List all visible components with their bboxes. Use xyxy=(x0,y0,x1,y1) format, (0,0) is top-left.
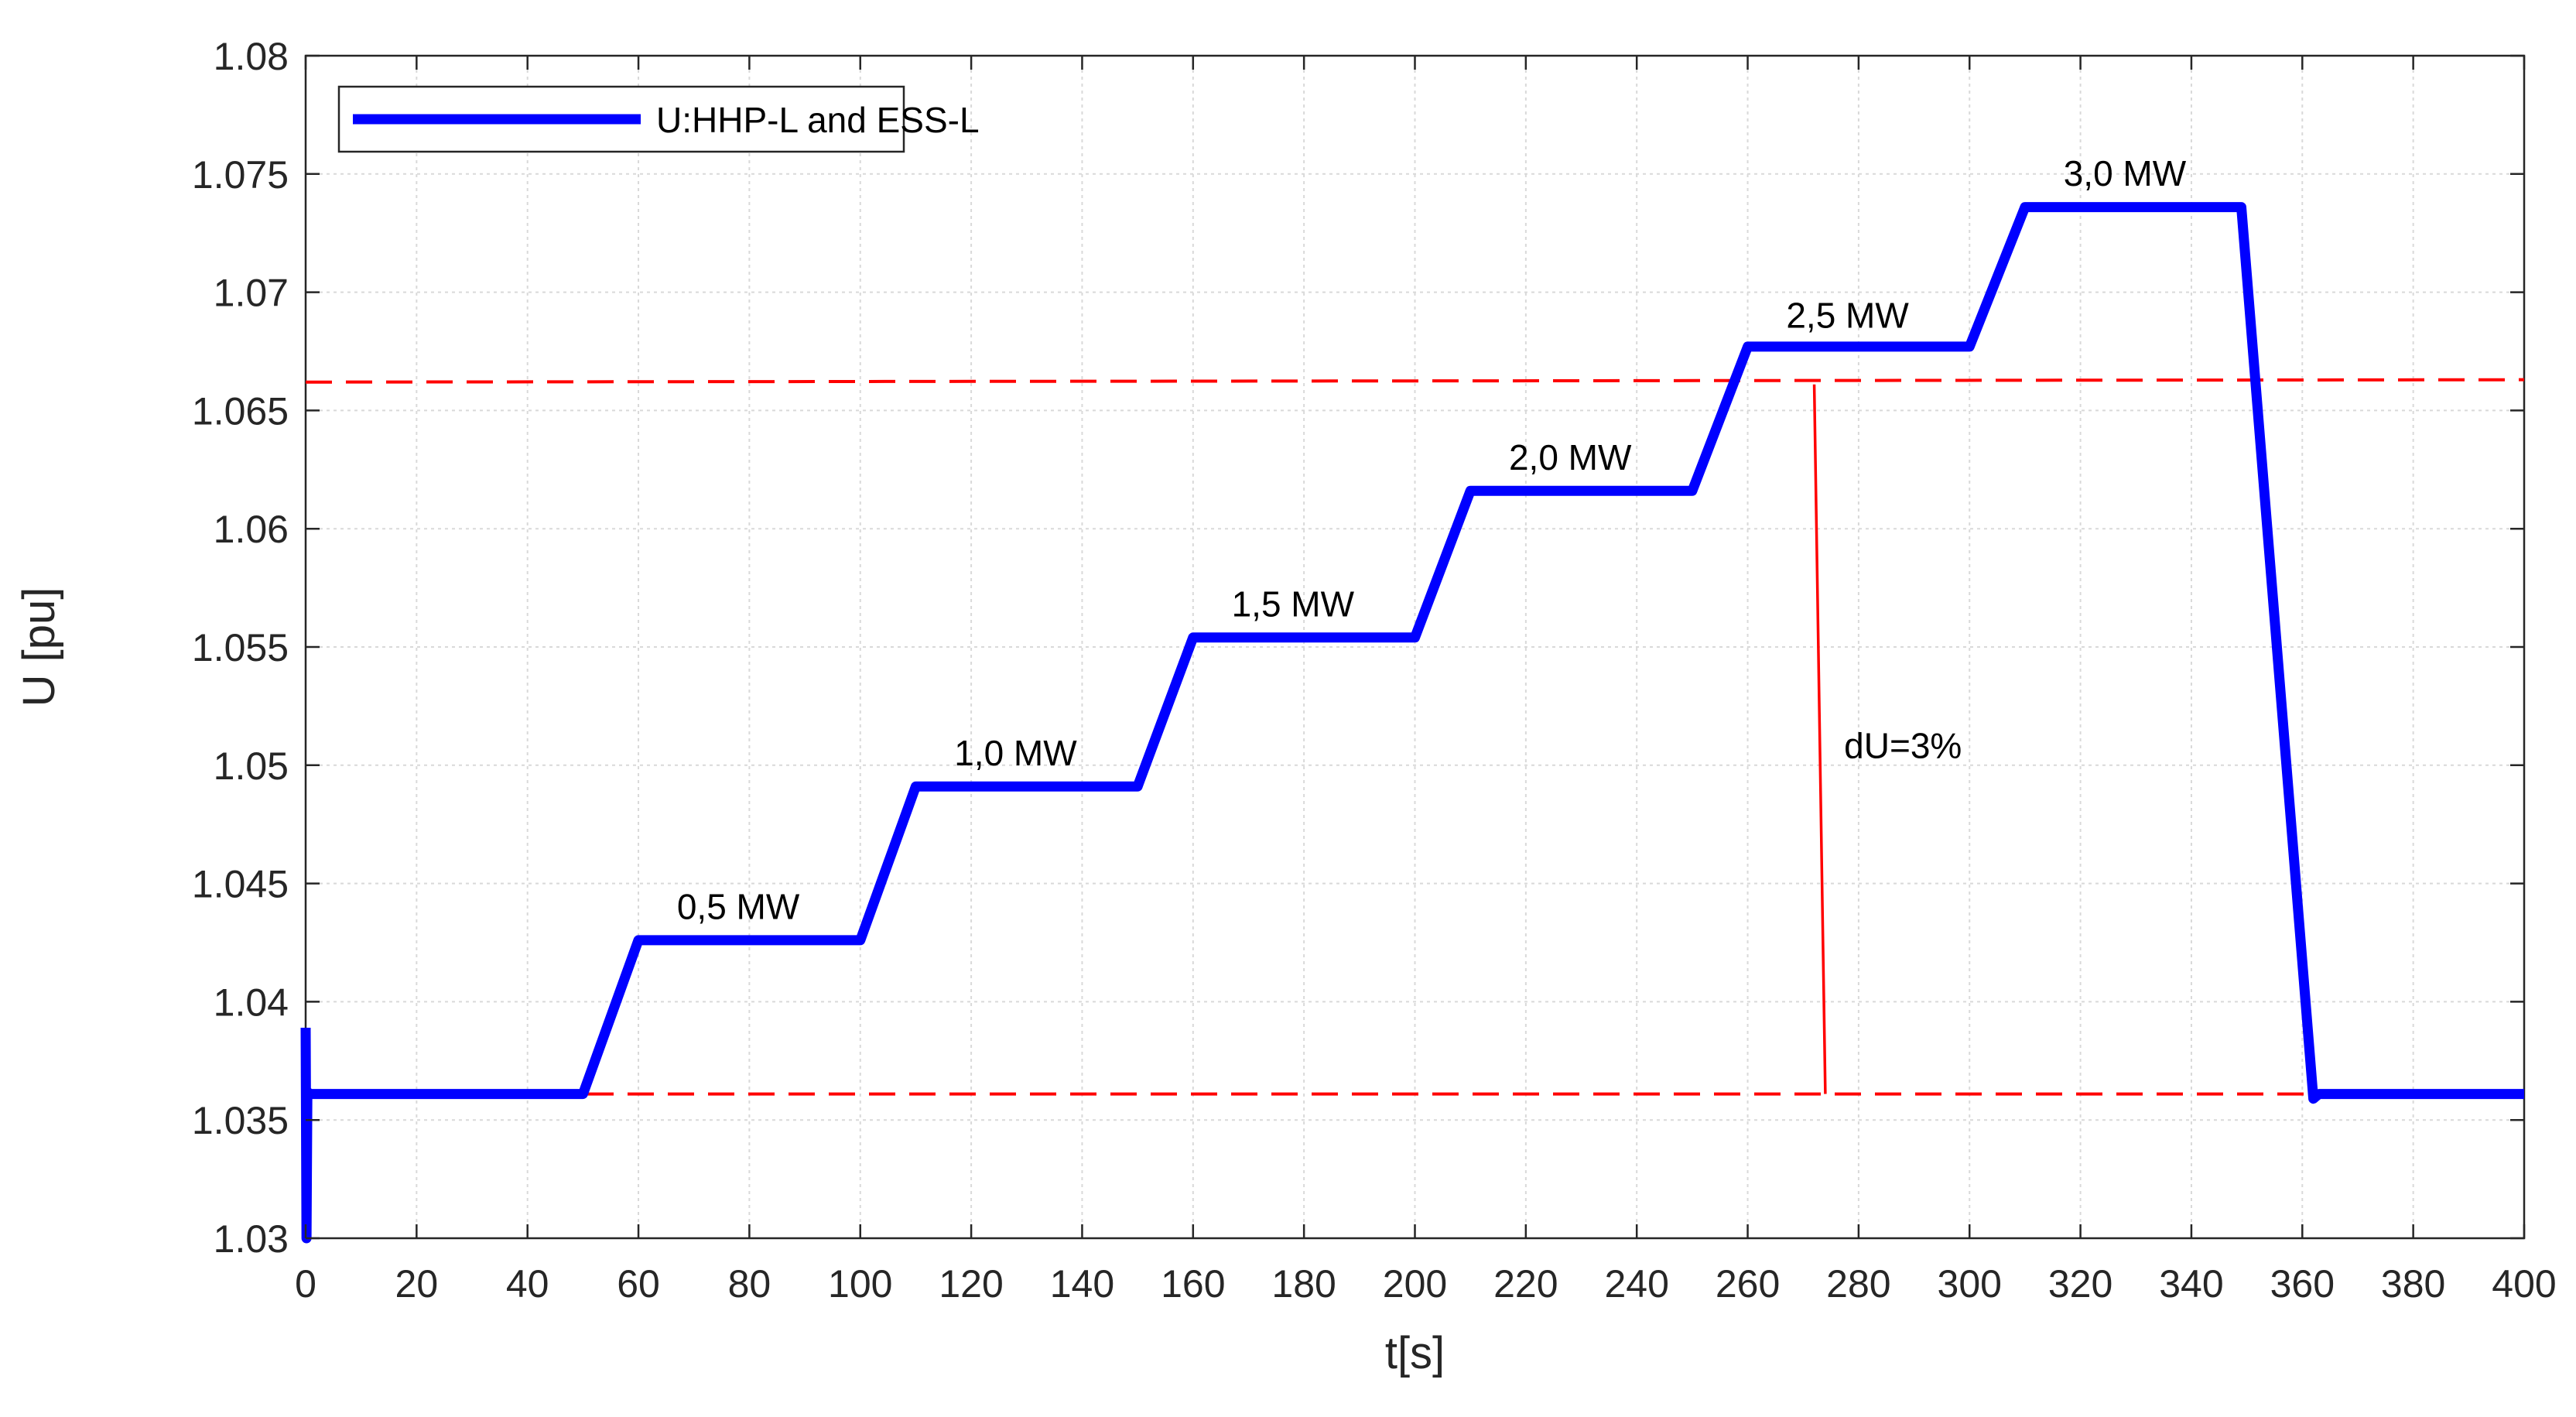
annotation-label: 1,5 MW xyxy=(1232,584,1355,624)
y-tick-label: 1.035 xyxy=(192,1099,289,1142)
y-tick-label: 1.065 xyxy=(192,389,289,433)
y-tick-label: 1.06 xyxy=(214,508,289,551)
y-tick-label: 1.03 xyxy=(214,1217,289,1261)
x-tick-label: 100 xyxy=(828,1262,892,1306)
y-tick-label: 1.04 xyxy=(214,981,289,1024)
x-axis-ticks: 0 20 40 60 80 100 120 140 160 180 200 220 240 260 280 3… xyxy=(295,56,2557,1306)
x-tick-label: 20 xyxy=(395,1262,439,1306)
annotations-group: 0,5 MW 1,0 MW 1,5 MW 2,0 MW 2,5 MW 3,0 MW dU=3… xyxy=(677,153,2187,926)
series-group xyxy=(300,202,2524,1244)
annotation-label: 1,0 MW xyxy=(954,733,1077,773)
x-tick-label: 240 xyxy=(1604,1262,1668,1306)
x-tick-label: 340 xyxy=(2159,1262,2223,1306)
x-tick-label: 60 xyxy=(617,1262,660,1306)
y-tick-label: 1.08 xyxy=(214,35,289,78)
x-tick-label: 320 xyxy=(2048,1262,2112,1306)
y-tick-label: 1.07 xyxy=(214,272,289,315)
x-tick-label: 140 xyxy=(1050,1262,1114,1306)
annotation-label: dU=3% xyxy=(1844,726,1962,766)
annotation-label: 0,5 MW xyxy=(677,886,800,926)
legend: U:HHP-L and ESS-L xyxy=(337,85,980,153)
x-tick-label: 380 xyxy=(2381,1262,2445,1306)
x-tick-label: 280 xyxy=(1826,1262,1890,1306)
x-tick-label: 400 xyxy=(2492,1262,2556,1306)
y-tick-label: 1.075 xyxy=(192,153,289,197)
x-tick-label: 260 xyxy=(1716,1262,1780,1306)
reference-lines xyxy=(305,378,2525,1096)
x-tick-label: 40 xyxy=(506,1262,549,1306)
x-tick-label: 220 xyxy=(1493,1262,1558,1306)
reference-line-delta xyxy=(1812,384,1827,1094)
annotation-label: 2,0 MW xyxy=(1509,437,1632,477)
y-axis-ticks: 1.03 1.035 1.04 1.045 1.05 1.055 1.06 1.065 1.07… xyxy=(192,35,2524,1261)
reference-line-dashed xyxy=(305,378,2525,384)
annotation-label: 3,0 MW xyxy=(2064,153,2187,193)
y-axis-label: U [pu] xyxy=(14,587,64,707)
series-line xyxy=(300,202,2524,1244)
y-tick-label: 1.045 xyxy=(192,863,289,906)
legend-label: U:HHP-L and ESS-L xyxy=(656,100,980,140)
x-tick-label: 200 xyxy=(1383,1262,1447,1306)
x-tick-label: 180 xyxy=(1271,1262,1336,1306)
y-tick-label: 1.05 xyxy=(214,744,289,788)
x-tick-label: 120 xyxy=(939,1262,1003,1306)
x-tick-label: 80 xyxy=(728,1262,771,1306)
x-tick-label: 0 xyxy=(295,1262,316,1306)
y-tick-label: 1.055 xyxy=(192,626,289,669)
annotation-label: 2,5 MW xyxy=(1786,295,1909,335)
x-axis-label: t[s] xyxy=(1385,1328,1445,1378)
x-tick-label: 360 xyxy=(2270,1262,2335,1306)
x-tick-label: 160 xyxy=(1161,1262,1225,1306)
x-tick-label: 300 xyxy=(1938,1262,2002,1306)
